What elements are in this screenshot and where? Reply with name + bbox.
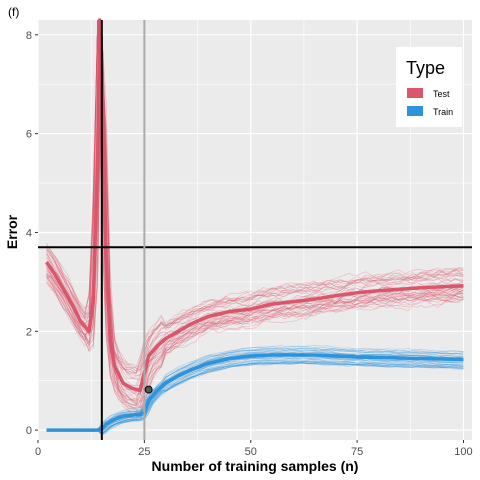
run-line-train [46,362,464,434]
highlight-point [144,385,153,394]
legend-label-train: Train [433,107,453,117]
run-line-test [46,19,464,375]
x-tick-label: 100 [454,446,472,458]
run-line-train [46,357,464,432]
x-tick-label: 25 [138,446,150,458]
run-line-train [46,348,464,432]
run-line-test [46,25,464,402]
mean-layer [45,18,464,432]
run-line-test [46,61,464,373]
run-line-test [46,19,464,407]
run-line-train [46,360,464,435]
run-line-train [46,356,464,432]
run-line-test [46,68,464,409]
y-tick-label: 8 [26,30,32,42]
y-tick-label: 6 [26,129,32,141]
run-line-test [46,46,464,414]
run-line-train [46,358,464,433]
run-line-train [46,351,464,432]
legend-key-train [407,106,423,116]
y-tick-label: 2 [26,326,32,338]
run-line-train [46,345,464,432]
x-tick-label: 50 [245,446,257,458]
mean-line-train [46,353,464,432]
run-line-test [46,19,464,374]
run-line-test [46,19,464,372]
legend: Type Test Train [396,47,462,127]
run-line-test [46,19,464,382]
run-line-test [46,19,464,374]
run-line-test [46,38,464,416]
run-line-test [46,19,464,373]
run-line-test [46,19,464,407]
run-line-train [46,348,464,432]
run-line-train [46,361,464,435]
run-line-train [46,360,464,433]
tick-layer: 0 25 50 75 100 0 2 4 6 8 [26,30,473,458]
run-line-train [46,356,464,432]
run-line-test [46,19,464,393]
run-line-test [46,19,464,369]
run-line-test [46,19,464,404]
run-line-train [46,355,464,432]
legend-label-test: Test [433,89,450,99]
y-tick-label: 4 [26,227,32,239]
x-tick-label: 0 [35,446,41,458]
run-line-test [46,19,464,414]
run-line-train [46,362,464,436]
run-line-train [46,362,464,432]
x-tick-label: 75 [351,446,363,458]
legend-title: Type [406,58,445,78]
run-line-test [46,19,464,372]
run-line-test [46,19,464,377]
run-line-train [46,347,464,432]
run-line-test [46,33,464,379]
run-line-train [46,362,464,435]
run-line-test [46,19,464,406]
reference-lines-layer [38,20,472,440]
run-line-test [46,73,464,418]
run-line-test [46,19,464,400]
run-line-test [46,89,464,405]
highlight-layer [144,385,153,394]
run-line-test [46,24,464,409]
run-line-train [46,361,464,435]
panel-tag: (f) [8,5,19,19]
y-axis-title: Error [4,214,20,249]
run-line-train [46,360,464,435]
run-line-train [46,362,464,436]
run-line-test [46,19,464,367]
mean-line-test [45,18,464,393]
run-line-test [46,19,464,375]
legend-key-test [407,88,423,98]
run-line-test [46,40,464,403]
run-line-test [46,58,464,408]
y-tick-label: 0 [26,425,32,437]
run-line-test [46,19,464,371]
run-line-test [46,19,464,381]
run-line-train [46,357,464,434]
run-line-train [46,359,464,434]
run-line-train [46,349,464,432]
x-axis-title: Number of training samples (n) [152,458,359,474]
run-line-train [46,362,464,436]
run-line-train [46,347,464,432]
run-line-test [46,19,464,409]
run-line-train [46,359,464,434]
run-line-test [46,19,464,413]
run-line-train [46,346,464,432]
